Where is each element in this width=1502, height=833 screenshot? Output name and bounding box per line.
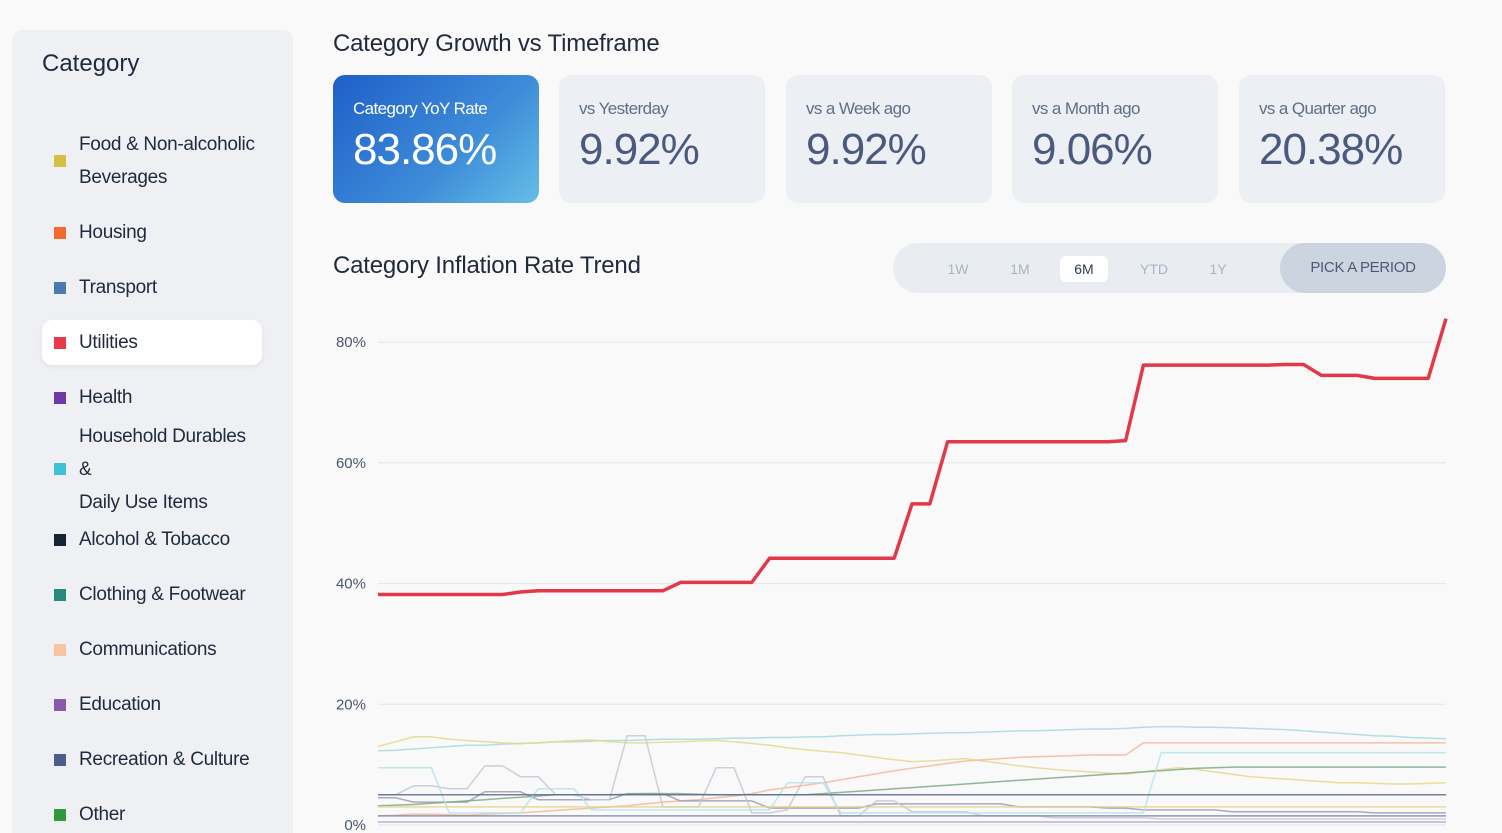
category-label-line: Transport (79, 277, 157, 298)
period-selector: 1W 1M 6M YTD 1Y PICK A PERIOD (893, 243, 1446, 293)
trend-section-title: Category Inflation Rate Trend (333, 252, 641, 279)
category-item[interactable]: Alcohol & Tobacco (42, 523, 262, 556)
growth-card: vs Yesterday 9.92% (559, 75, 765, 203)
growth-card-label: vs a Month ago (1032, 99, 1140, 118)
category-color-swatch (54, 155, 66, 167)
series-line (377, 725, 1447, 752)
category-item[interactable]: Transport (42, 271, 262, 304)
growth-card: vs a Quarter ago 20.38% (1239, 75, 1445, 203)
growth-card: vs a Week ago 9.92% (786, 75, 992, 203)
category-label: Household Durables & Daily Use Items (79, 420, 262, 519)
category-sidebar: Category Food & Non-alcoholic Beverages Ho… (12, 30, 293, 833)
category-label: Food & Non-alcoholic Beverages (79, 128, 262, 194)
category-label: Health (79, 381, 262, 414)
category-label-line: Other (79, 804, 126, 825)
period-option-1w[interactable]: 1W (947, 261, 969, 277)
y-tick-label: 20% (336, 696, 366, 713)
category-color-swatch (54, 391, 66, 404)
growth-card: Category YoY Rate 83.86% (333, 75, 539, 203)
category-color-swatch (54, 753, 66, 766)
category-item[interactable]: Utilities (42, 320, 262, 365)
category-item[interactable]: Household Durables & Daily Use Items (42, 426, 262, 513)
category-label-line: Utilities (79, 332, 138, 353)
growth-card-value: 9.92% (579, 125, 700, 174)
inflation-trend-chart: 0% 20% 40% 60% 80% (336, 318, 1448, 833)
pick-period-button[interactable]: PICK A PERIOD (1280, 243, 1446, 293)
growth-card-value: 83.86% (353, 125, 497, 174)
category-color-swatch (54, 808, 66, 821)
category-item[interactable]: Communications (42, 633, 262, 666)
category-color-swatch (54, 463, 66, 475)
category-label-line: Education (79, 694, 161, 715)
category-label-line: Beverages (79, 167, 168, 188)
series-line (377, 742, 1446, 817)
period-option-6m[interactable]: 6M (1060, 256, 1108, 282)
category-label-line: Food & Non-alcoholic (79, 134, 255, 155)
category-item[interactable]: Education (42, 688, 262, 721)
category-label: Clothing & Footwear (79, 578, 262, 611)
category-label-line: Household Durables & (79, 425, 246, 480)
period-option-ytd[interactable]: YTD (1140, 261, 1168, 277)
y-tick-label: 40% (336, 576, 366, 593)
category-label-line: Communications (79, 639, 217, 660)
category-item[interactable]: Health (42, 381, 262, 414)
category-label: Education (79, 688, 262, 721)
growth-card-label: Category YoY Rate (353, 99, 488, 118)
category-color-swatch (54, 643, 66, 656)
category-color-swatch (54, 588, 66, 601)
growth-card-label: vs a Week ago (806, 99, 911, 118)
category-label-line: Housing (79, 222, 147, 243)
growth-card-label: vs Yesterday (579, 99, 669, 118)
category-label: Recreation & Culture (79, 743, 262, 776)
sidebar-title: Category (42, 50, 140, 77)
growth-card-value: 20.38% (1259, 125, 1403, 174)
period-option-1m[interactable]: 1M (1010, 261, 1030, 277)
y-tick-label: 60% (336, 455, 366, 472)
series-line (378, 791, 1446, 814)
category-label-line: Health (79, 387, 133, 408)
category-color-swatch (54, 281, 66, 294)
category-item[interactable]: Recreation & Culture (42, 743, 262, 776)
category-color-swatch (54, 336, 66, 349)
category-item[interactable]: Clothing & Footwear (42, 578, 262, 611)
growth-card-value: 9.06% (1032, 125, 1153, 174)
growth-card-value: 9.92% (806, 125, 927, 174)
category-item[interactable]: Housing (42, 216, 262, 249)
period-option-1y[interactable]: 1Y (1209, 261, 1227, 277)
category-color-swatch (54, 226, 66, 239)
category-label: Transport (79, 271, 262, 304)
y-tick-label: 0% (344, 817, 366, 833)
category-color-swatch (54, 698, 66, 711)
category-label-line: Alcohol & Tobacco (79, 529, 230, 550)
category-label-line: Daily Use Items (79, 491, 208, 513)
category-label: Communications (79, 633, 262, 666)
category-label: Other (79, 798, 262, 831)
growth-card-label: vs a Quarter ago (1259, 99, 1377, 118)
category-item[interactable]: Food & Non-alcoholic Beverages (42, 128, 262, 194)
category-label-line: Clothing & Footwear (79, 584, 246, 605)
growth-section-title: Category Growth vs Timeframe (333, 30, 660, 57)
series-line (377, 736, 1447, 785)
series-line (378, 751, 1446, 814)
category-label: Alcohol & Tobacco (79, 523, 262, 556)
category-label: Utilities (79, 326, 262, 359)
category-item[interactable]: Other (42, 798, 262, 831)
series-line-selected (378, 318, 1448, 597)
category-color-swatch (54, 533, 66, 546)
growth-card: vs a Month ago 9.06% (1012, 75, 1218, 203)
category-label: Housing (79, 216, 262, 249)
y-tick-label: 80% (336, 334, 366, 351)
category-label-line: Recreation & Culture (79, 749, 250, 770)
